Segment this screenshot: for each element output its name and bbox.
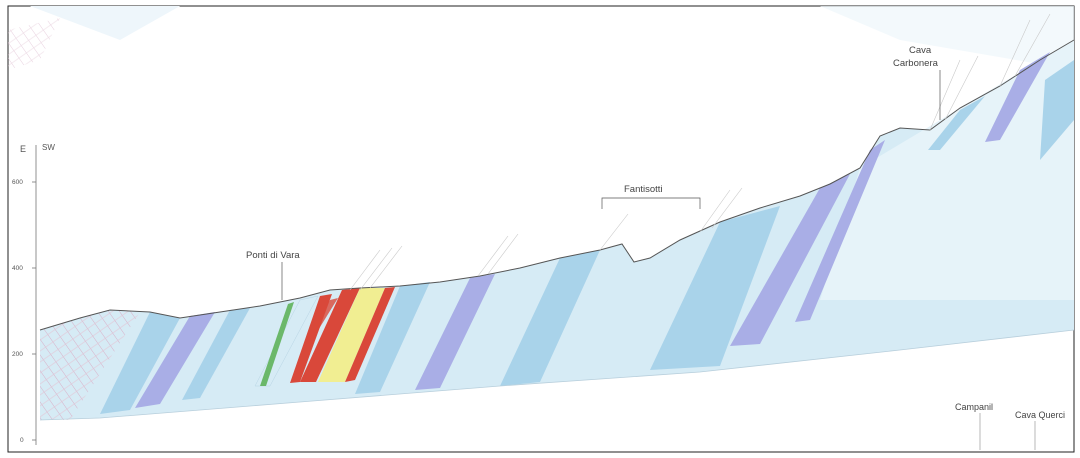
band-lavender-3 <box>730 174 850 346</box>
band-mid-blue-5 <box>650 206 780 370</box>
tick-label-0: 0 <box>20 437 24 444</box>
topographic-profile <box>39 39 1075 331</box>
hatched-unit-left <box>40 310 140 420</box>
band-lavender-5 <box>985 52 1050 142</box>
axis-unit-label: E <box>20 144 26 154</box>
label-cava-querci: Cava Querci <box>1015 410 1065 420</box>
band-mid-blue-2 <box>182 308 250 400</box>
label-cava-carbonera-2: Carbonera <box>893 58 939 69</box>
band-mid-blue-1 <box>100 312 180 414</box>
bed-yellow <box>318 288 385 382</box>
label-cava-carbonera-1: Cava <box>909 45 932 56</box>
band-mid-blue-4 <box>500 250 600 386</box>
tick-label-600: 600 <box>12 179 23 186</box>
band-lavender-2 <box>415 274 495 390</box>
bed-red-3 <box>345 287 395 382</box>
label-fantisotti: Fantisotti <box>624 184 663 195</box>
band-lavender-4 <box>795 140 885 322</box>
tick-label-400: 400 <box>12 265 23 272</box>
top-wash-right <box>820 6 1074 70</box>
hatched-unit-topleft <box>8 18 60 70</box>
axis-side-label: SW <box>42 143 55 152</box>
bed-red-4 <box>306 298 338 340</box>
bed-red-2 <box>300 288 360 382</box>
tick-label-200: 200 <box>12 351 23 358</box>
label-ponti-di-vara: Ponti di Vara <box>246 250 300 261</box>
section-base <box>39 329 1075 421</box>
surface-traces <box>349 13 1051 291</box>
elevation-axis: E SW 600 400 200 0 <box>12 143 55 445</box>
band-mid-blue-3 <box>355 282 430 394</box>
label-campanil: Campanil <box>955 402 993 412</box>
bed-green <box>260 302 294 386</box>
bracket-fantisotti <box>601 197 701 209</box>
band-mid-blue-6 <box>928 96 985 150</box>
top-wash-left <box>30 6 180 40</box>
place-labels: Cava Carbonera Fantisotti Ponti di Vara … <box>246 45 1065 450</box>
band-mid-blue-7 <box>1040 60 1074 160</box>
band-lavender-1 <box>135 312 215 408</box>
